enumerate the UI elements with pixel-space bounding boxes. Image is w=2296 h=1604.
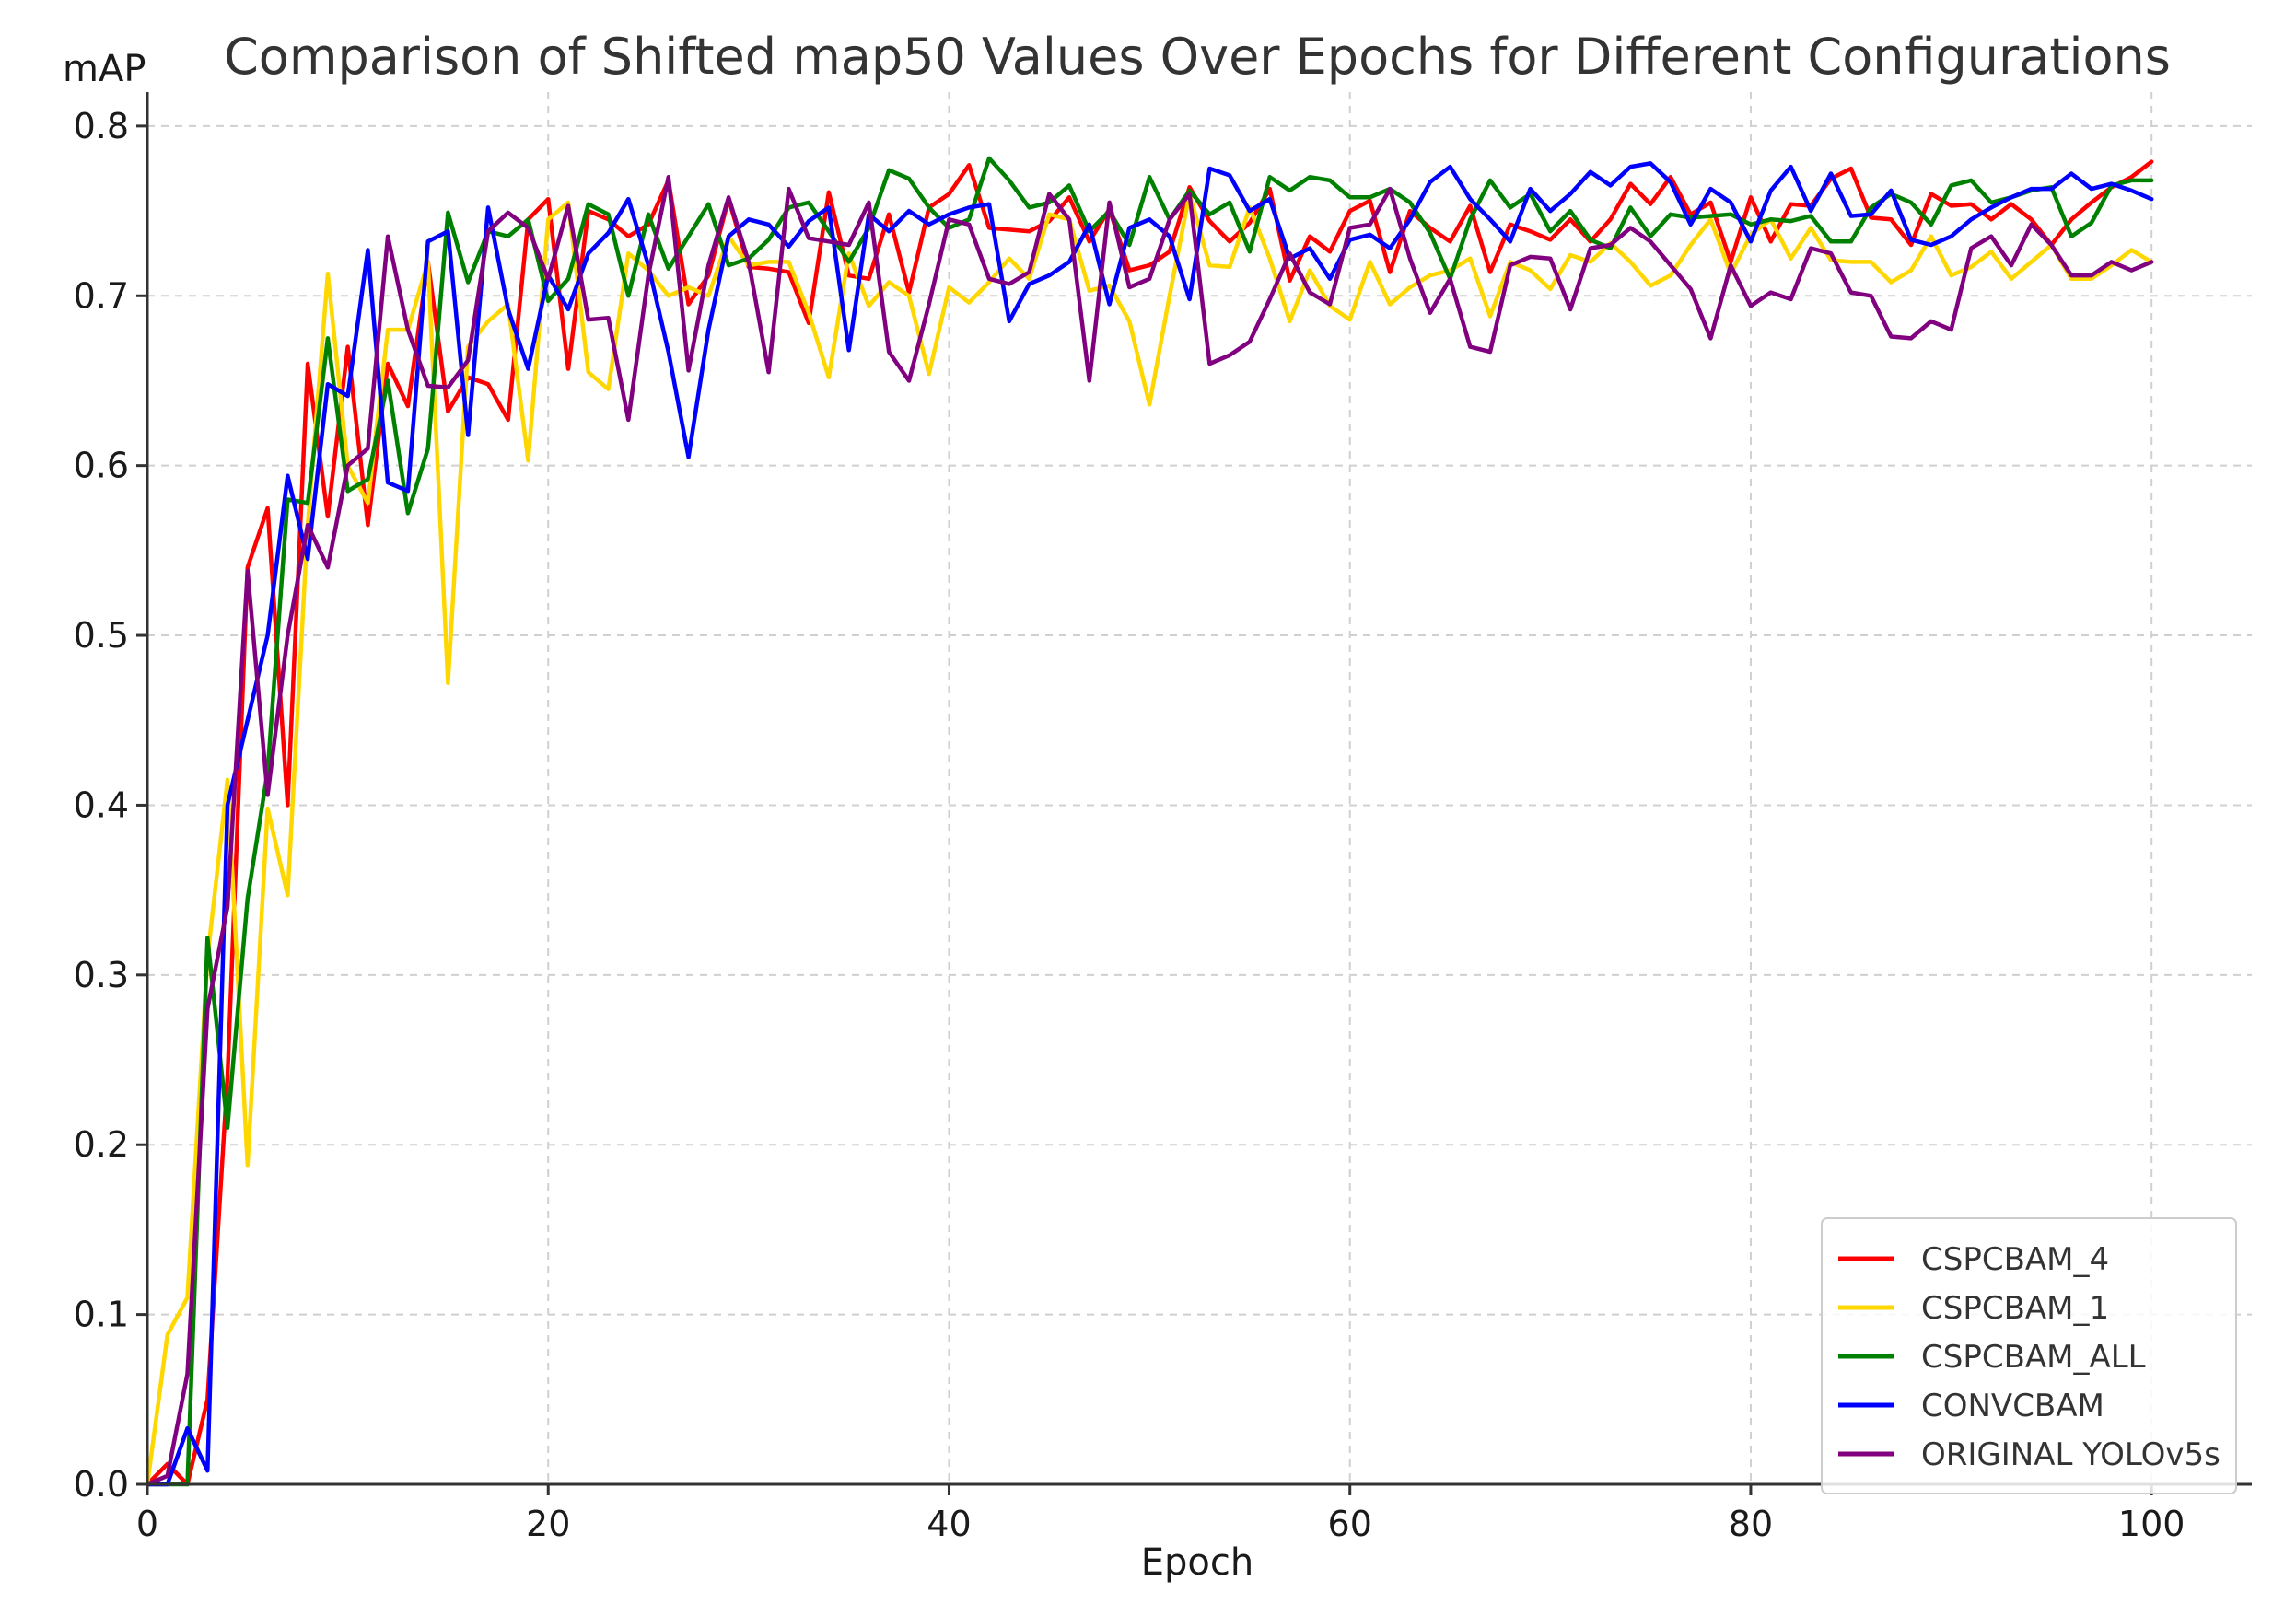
y-tick-label: 0.7 [74, 275, 129, 316]
x-tick-label: 60 [1328, 1504, 1372, 1544]
x-tick-label: 20 [526, 1504, 570, 1544]
legend-label-cspcbam-all: CSPCBAM_ALL [1921, 1339, 2146, 1376]
y-tick-label: 0.3 [74, 955, 129, 995]
series-line-cspcbam-1 [145, 192, 2154, 1487]
x-tick-label: 0 [136, 1504, 158, 1544]
y-tick-label: 0.0 [74, 1464, 129, 1505]
y-tick-label: 0.8 [74, 106, 129, 146]
legend-label-original-yolov5s: ORIGINAL YOLOv5s [1921, 1436, 2220, 1473]
x-tick-label: 40 [927, 1504, 971, 1544]
legend-label-cspcbam-1: CSPCBAM_1 [1921, 1290, 2109, 1327]
y-tick-label: 0.1 [74, 1295, 129, 1335]
x-ticks: 0 20 40 60 80 100 [136, 1484, 2185, 1544]
legend-label-convcbam: CONVCBAM [1921, 1388, 2104, 1424]
series-line-cspcbam-all [145, 156, 2154, 1487]
x-axis-label: Epoch [1141, 1541, 1253, 1584]
x-tick-label: 80 [1729, 1504, 1773, 1544]
chart-title: Comparison of Shifted map50 Values Over … [224, 28, 2171, 86]
legend-box [1821, 1217, 2237, 1494]
y-tick-label: 0.4 [74, 785, 129, 825]
y-tick-label: 0.6 [74, 446, 129, 486]
x-tick-label: 100 [2118, 1504, 2185, 1544]
y-axis-label: mAP [63, 48, 146, 90]
y-tick-label: 0.5 [74, 615, 129, 656]
legend-label-cspcbam-4: CSPCBAM_4 [1921, 1241, 2109, 1278]
y-tick-label: 0.2 [74, 1124, 129, 1165]
y-ticks: 0.0 0.1 0.2 0.3 0.4 0.5 0.6 0.7 0.8 [74, 106, 147, 1505]
legend: CSPCBAM_4 CSPCBAM_1 CSPCBAM_ALL CONVCBAM ORI… [1821, 1217, 2237, 1494]
series-lines [145, 156, 2154, 1487]
series-line-original-yolov5s [145, 174, 2154, 1487]
